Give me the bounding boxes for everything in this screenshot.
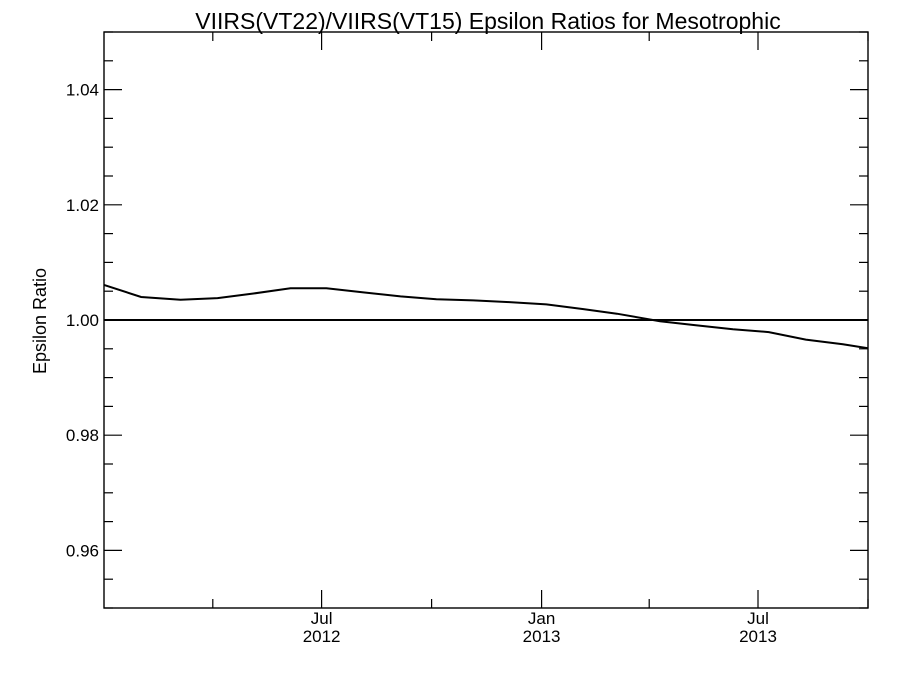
x-tick-label: Jul [311,609,333,628]
x-tick-sublabel: 2013 [739,627,777,646]
x-tick-sublabel: 2013 [523,627,561,646]
chart-title: VIIRS(VT22)/VIIRS(VT15) Epsilon Ratios f… [195,8,780,34]
y-axis-label: Epsilon Ratio [30,268,50,374]
y-tick-label: 1.02 [66,196,99,215]
series-line [103,283,869,350]
x-tick-sublabel: 2012 [303,627,341,646]
y-tick-label: 0.96 [66,541,99,560]
y-tick-label: 1.04 [66,81,99,100]
y-tick-label: 0.98 [66,426,99,445]
y-tick-label: 1.00 [66,311,99,330]
x-tick-label: Jan [528,609,555,628]
x-tick-label: Jul [747,609,769,628]
